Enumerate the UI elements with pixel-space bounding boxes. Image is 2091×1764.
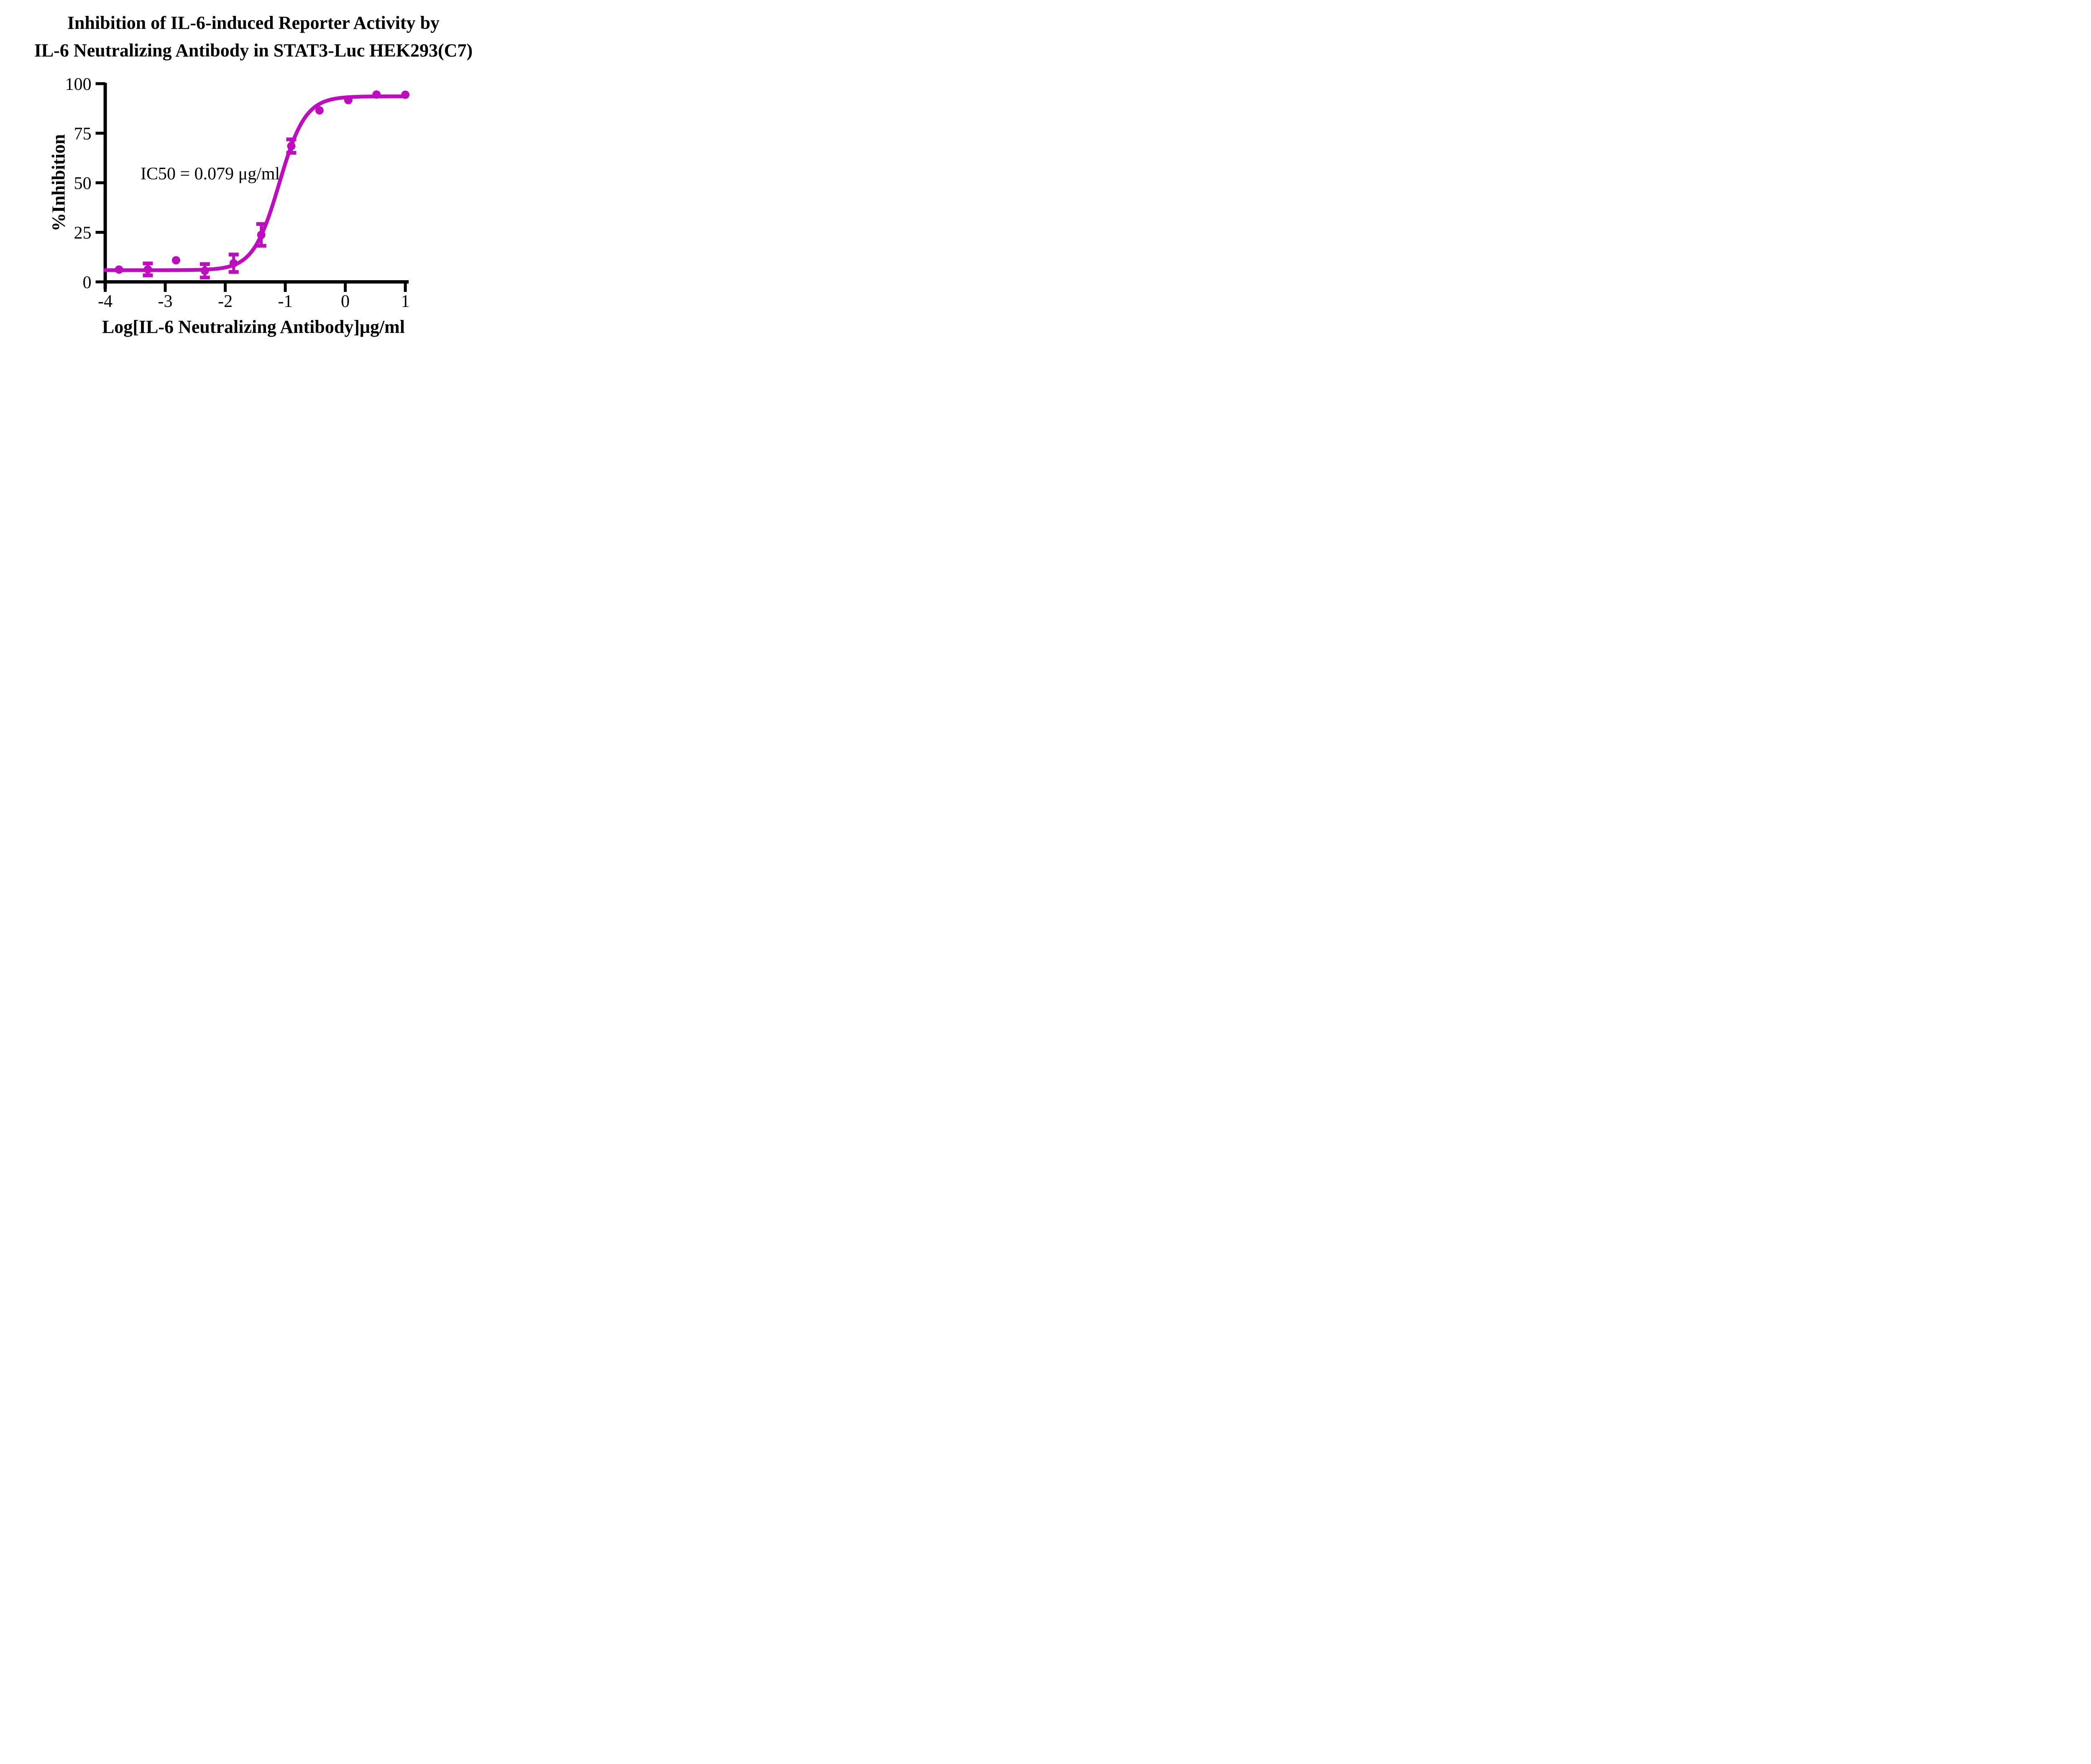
data-point bbox=[372, 90, 381, 99]
data-point bbox=[287, 142, 296, 151]
data-point bbox=[257, 230, 266, 239]
data-point bbox=[315, 106, 324, 115]
plot-area: 0 25 50 75 100 -4 -3 -2 -1 0 1 bbox=[65, 75, 410, 311]
x-tick-label: -2 bbox=[218, 292, 233, 311]
y-tick-label: 25 bbox=[74, 224, 92, 243]
data-point bbox=[171, 256, 180, 265]
data-point bbox=[115, 265, 123, 274]
fit-curve bbox=[103, 94, 407, 272]
y-tick-label: 75 bbox=[74, 125, 92, 144]
y-tick-label: 0 bbox=[83, 273, 92, 292]
x-tick-label: 0 bbox=[341, 292, 350, 311]
x-tick-label: 1 bbox=[401, 292, 410, 311]
data-point bbox=[143, 265, 152, 274]
data-point bbox=[200, 266, 209, 275]
figure: Inhibition of IL-6-induced Reporter Acti… bbox=[0, 0, 507, 353]
x-tick-label: -3 bbox=[158, 292, 173, 311]
data-point bbox=[401, 90, 410, 99]
ic50-annotation: IC50 = 0.079 μg/ml bbox=[141, 164, 280, 184]
y-tick-label: 100 bbox=[65, 75, 92, 94]
y-tick-label: 50 bbox=[74, 174, 92, 193]
data-point bbox=[344, 96, 353, 105]
x-tick-label: -1 bbox=[278, 292, 293, 311]
chart-title-line1: Inhibition of IL-6-induced Reporter Acti… bbox=[67, 13, 440, 33]
data-point bbox=[229, 259, 238, 268]
chart-title-line2: IL-6 Neutralizing Antibody in STAT3-Luc … bbox=[34, 40, 473, 61]
x-axis-label: Log[IL-6 Neutralizing Antibody]μg/ml bbox=[102, 317, 405, 337]
chart-title: Inhibition of IL-6-induced Reporter Acti… bbox=[0, 9, 507, 64]
x-tick-label: -4 bbox=[98, 292, 112, 311]
